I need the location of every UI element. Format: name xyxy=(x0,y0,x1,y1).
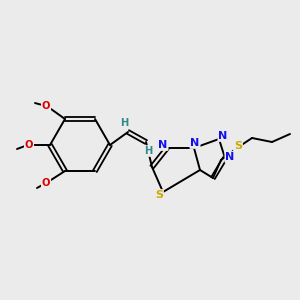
Text: O: O xyxy=(42,101,50,111)
Text: O: O xyxy=(42,178,50,188)
Text: N: N xyxy=(190,138,200,148)
Text: S: S xyxy=(234,141,242,151)
Text: N: N xyxy=(158,140,168,150)
Text: N: N xyxy=(225,152,235,162)
Text: S: S xyxy=(155,190,163,200)
Text: H: H xyxy=(120,118,128,128)
Text: N: N xyxy=(218,131,228,141)
Text: O: O xyxy=(25,140,33,149)
Text: H: H xyxy=(144,146,152,156)
